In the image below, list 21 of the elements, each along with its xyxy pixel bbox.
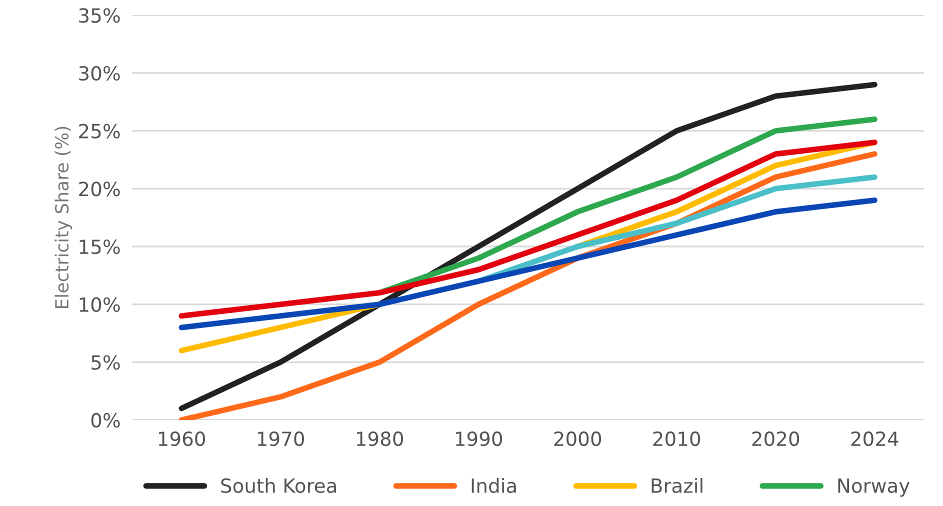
y-tick-label: 25% (79, 124, 120, 138)
x-tick-label: 1980 (356, 431, 404, 446)
y-tick-label: 5% (92, 355, 120, 370)
x-tick-label: 1960 (158, 431, 205, 446)
legend-label: South Korea (221, 478, 336, 494)
x-tick-label: 1990 (456, 431, 502, 446)
x-tick-label: 2010 (653, 431, 700, 446)
legend-label: India (472, 478, 516, 494)
x-tick-label: 1970 (258, 431, 304, 446)
y-tick-label: 35% (79, 8, 120, 23)
y-axis-title: Electricity Share (%) (54, 126, 72, 308)
legend-label: Norway (838, 478, 910, 497)
y-tick-label: 10% (80, 297, 120, 312)
x-tick-label: 2024 (851, 431, 898, 446)
y-tick-label: 0% (91, 412, 120, 428)
y-tick-label: 30% (79, 66, 120, 81)
x-tick-label: 2020 (752, 431, 800, 446)
x-tick-label: 2000 (554, 431, 602, 446)
y-tick-label: 15% (80, 239, 120, 254)
y-tick-label: 20% (79, 182, 120, 196)
legend-label: Brazil (652, 478, 702, 494)
